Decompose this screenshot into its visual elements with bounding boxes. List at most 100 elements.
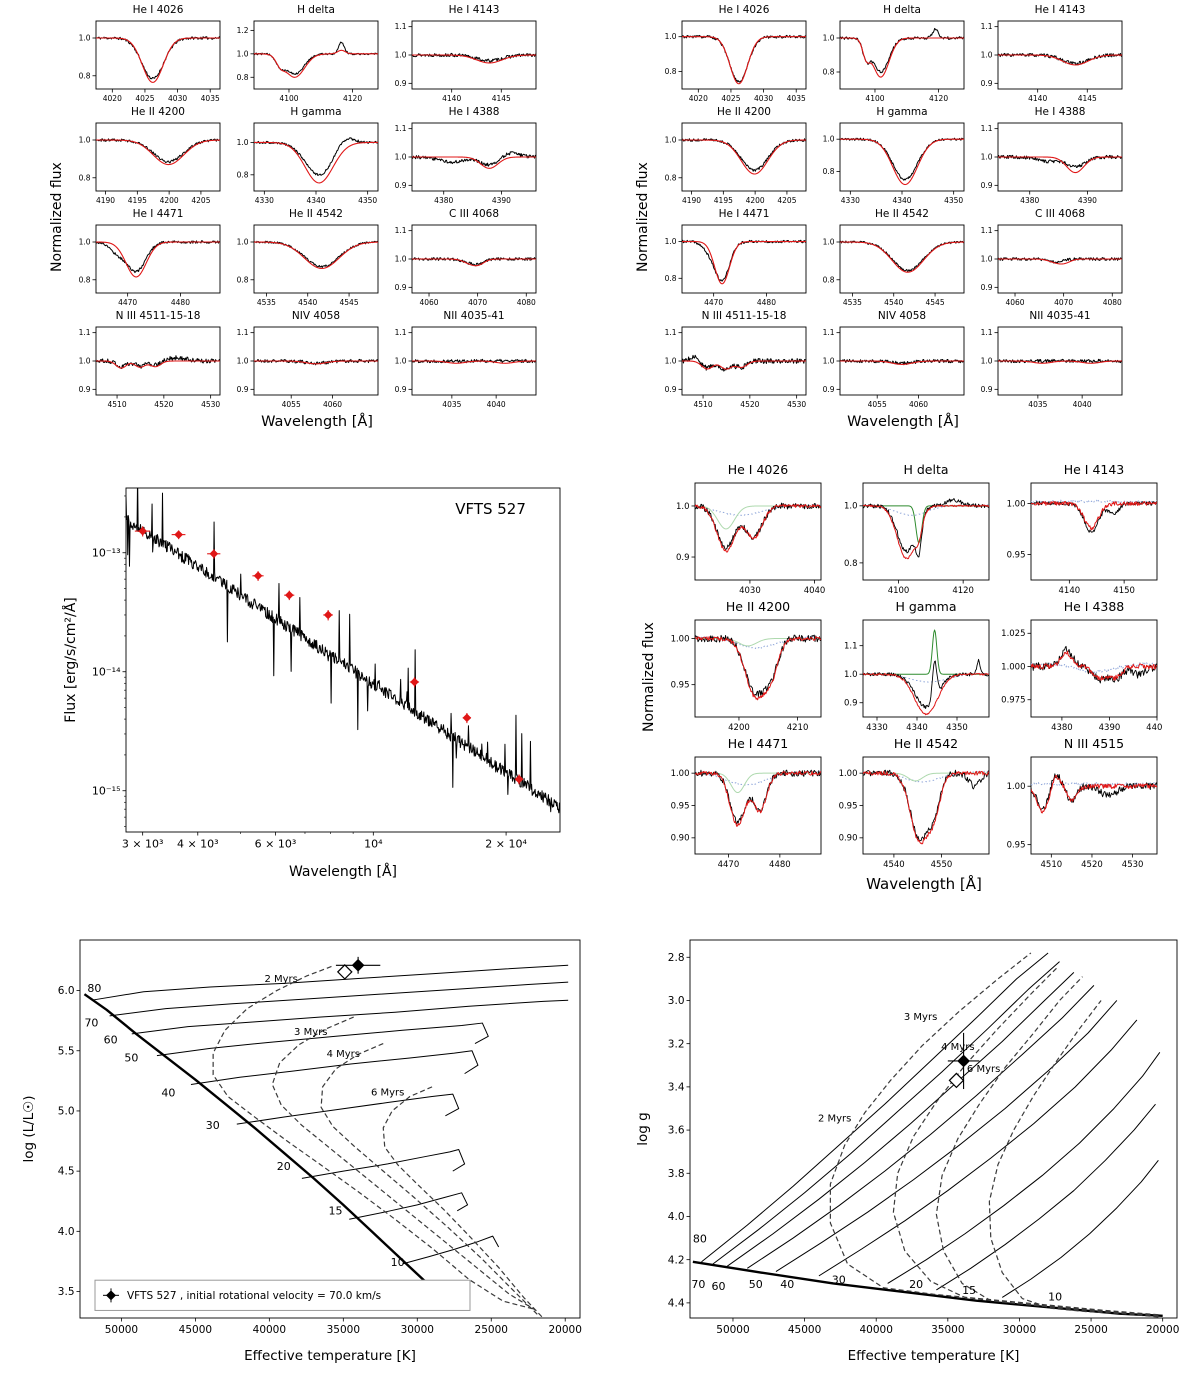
spectral-panel: He I 4471 4470 4480 0.8 1.0 <box>652 208 810 309</box>
tick-label: 1.0 <box>823 357 835 366</box>
vfts527-marker <box>957 1054 970 1068</box>
tick-label: 0.95 <box>671 801 690 811</box>
spectrum-plot: 4100 4120 0.8 1.0 <box>844 482 990 596</box>
tick-label: 4330 <box>841 196 860 205</box>
annotation: 20 <box>909 1278 923 1291</box>
observed-spectrum <box>840 137 964 181</box>
model-spectrum <box>682 36 806 85</box>
tick-label: 4350 <box>944 196 963 205</box>
spectral-panel: H gamma 4330 4340 4350 0.9 1.0 1.1 <box>826 599 994 735</box>
tick-label: 4030 <box>739 586 761 596</box>
tick-label: 30000 <box>401 1324 434 1336</box>
model-spectrum <box>682 240 806 285</box>
tick-label: 4.4 <box>668 1297 685 1309</box>
tick-label: 4390 <box>492 196 511 205</box>
annotation: 80 <box>87 982 101 995</box>
spectral-panel: He I 4026 4020 4025 4030 4035 0.8 1.0 <box>66 4 224 105</box>
observed-spectrum <box>412 151 536 167</box>
tick-label: 3.4 <box>668 1081 685 1093</box>
plot-frame <box>1030 756 1158 855</box>
tick-label: 0.9 <box>395 385 407 394</box>
track-80 <box>701 952 1049 1263</box>
tick-label: 4 × 10³ <box>177 838 219 851</box>
vfts527-open-marker <box>336 964 353 980</box>
annotation: 30 <box>206 1119 220 1132</box>
annotation: 6 Myrs <box>967 1064 1000 1075</box>
spectrum-plot: 4140 4150 0.95 1.00 <box>1007 482 1158 596</box>
plot-frame <box>253 122 379 192</box>
model-spectrum <box>998 156 1122 174</box>
tick-label: 4380 <box>1051 723 1073 733</box>
model-spectrum <box>96 139 220 166</box>
plot-frame <box>125 487 561 833</box>
vfts527-open-marker <box>948 1072 965 1089</box>
annotation: 70 <box>691 1278 705 1291</box>
tick-label: 0.8 <box>237 170 249 179</box>
track-70 <box>109 981 569 1017</box>
tick-label: 4120 <box>952 586 974 596</box>
tick-label: 2.8 <box>668 952 685 964</box>
tick-label: 5.5 <box>58 1045 75 1057</box>
model-spectrum <box>695 503 821 553</box>
tick-label: 1.0 <box>981 357 993 366</box>
tick-label: 0.95 <box>1007 550 1026 560</box>
tick-label: 4480 <box>171 298 190 307</box>
tick-label: 4530 <box>201 400 220 409</box>
spectrum-plot: 4470 4480 0.8 1.0 <box>665 224 807 307</box>
tick-label: 4350 <box>946 723 968 733</box>
kiel-section: 50000 45000 40000 35000 30000 25000 20000 2.8 3.… <box>634 930 1189 1370</box>
spectral-panel: H delta 4100 4120 0.8 1.0 <box>826 462 994 598</box>
tick-label: 4520 <box>154 400 173 409</box>
annotation: 4 Myrs <box>941 1042 974 1053</box>
tick-label: 0.95 <box>671 681 690 691</box>
tick-label: 1.0 <box>395 255 407 264</box>
tick-label: 35000 <box>327 1324 360 1336</box>
tick-label: 1.025 <box>1001 629 1025 639</box>
observed-spectrum <box>863 769 989 842</box>
tick-label: 4540 <box>883 860 905 870</box>
annotation: 10 <box>391 1256 405 1269</box>
model-spectrum <box>840 360 964 365</box>
spectral-panel: He I 4143 4140 4145 0.9 1.0 1.1 <box>968 4 1126 105</box>
fit-grid-primary: Normalized flux He I 4026 4020 4025 4030 403… <box>48 4 540 430</box>
panel-title: He I 4471 <box>132 208 184 220</box>
plot-frame <box>681 122 807 192</box>
spectral-panel: H delta 4100 4120 0.8 1.0 <box>810 4 968 105</box>
spectrum-plot: 4100 4120 0.8 1.0 1.2 <box>237 20 379 103</box>
tick-label: 50000 <box>105 1324 138 1336</box>
model-spectrum <box>254 360 378 365</box>
tick-label: 1.0 <box>823 238 835 247</box>
tick-label: 1.0 <box>981 255 993 264</box>
track-15 <box>936 1103 1156 1291</box>
spectrum-plot: 4060 4070 4080 0.9 1.0 1.1 <box>981 224 1123 307</box>
tick-label: 1.00 <box>1007 499 1026 509</box>
tick-label: 0.9 <box>981 283 993 292</box>
tick-label: 4200 <box>728 723 750 733</box>
axis-label: Flux [erg/s/cm²/Å] <box>62 597 79 722</box>
model-spectrum <box>682 139 806 175</box>
tick-label: 4545 <box>926 298 945 307</box>
spectrum-plot: 4380 4390 0.9 1.0 1.1 <box>981 122 1123 205</box>
zams-line <box>83 993 456 1310</box>
spectrum-plot: 4055 4060 0.9 1.0 1.1 <box>237 326 379 409</box>
tick-label: 1.1 <box>981 22 993 31</box>
annotation: 50 <box>124 1052 138 1065</box>
spectral-panels: He I 4026 4020 4025 4030 4035 0.8 1.0 H delta 41… <box>652 4 1126 412</box>
tick-label: 1.0 <box>844 502 858 512</box>
model-spectrum <box>998 258 1122 265</box>
tick-label: 6.0 <box>58 985 75 997</box>
spectral-panel: NII 4035-41 4035 4040 0.9 1.0 1.1 <box>968 310 1126 411</box>
photometry-point <box>284 590 294 600</box>
spectrum-plot: 4330 4340 4350 0.9 1.0 1.1 <box>844 619 990 733</box>
spectrum-plot: 4535 4540 4545 0.8 1.0 <box>237 224 379 307</box>
photometry-point <box>462 713 472 723</box>
tick-label: 0.8 <box>665 274 677 283</box>
tick-label: 4080 <box>1103 298 1122 307</box>
photometry-point <box>138 526 148 536</box>
tick-label: 4195 <box>128 196 147 205</box>
spectrum-plot: 4470 4480 0.90 0.95 1.00 <box>671 756 822 870</box>
tick-label: 40000 <box>253 1324 286 1336</box>
model-spectrum <box>412 156 536 169</box>
panel-title: H gamma <box>895 599 957 614</box>
tick-label: 4120 <box>929 94 948 103</box>
